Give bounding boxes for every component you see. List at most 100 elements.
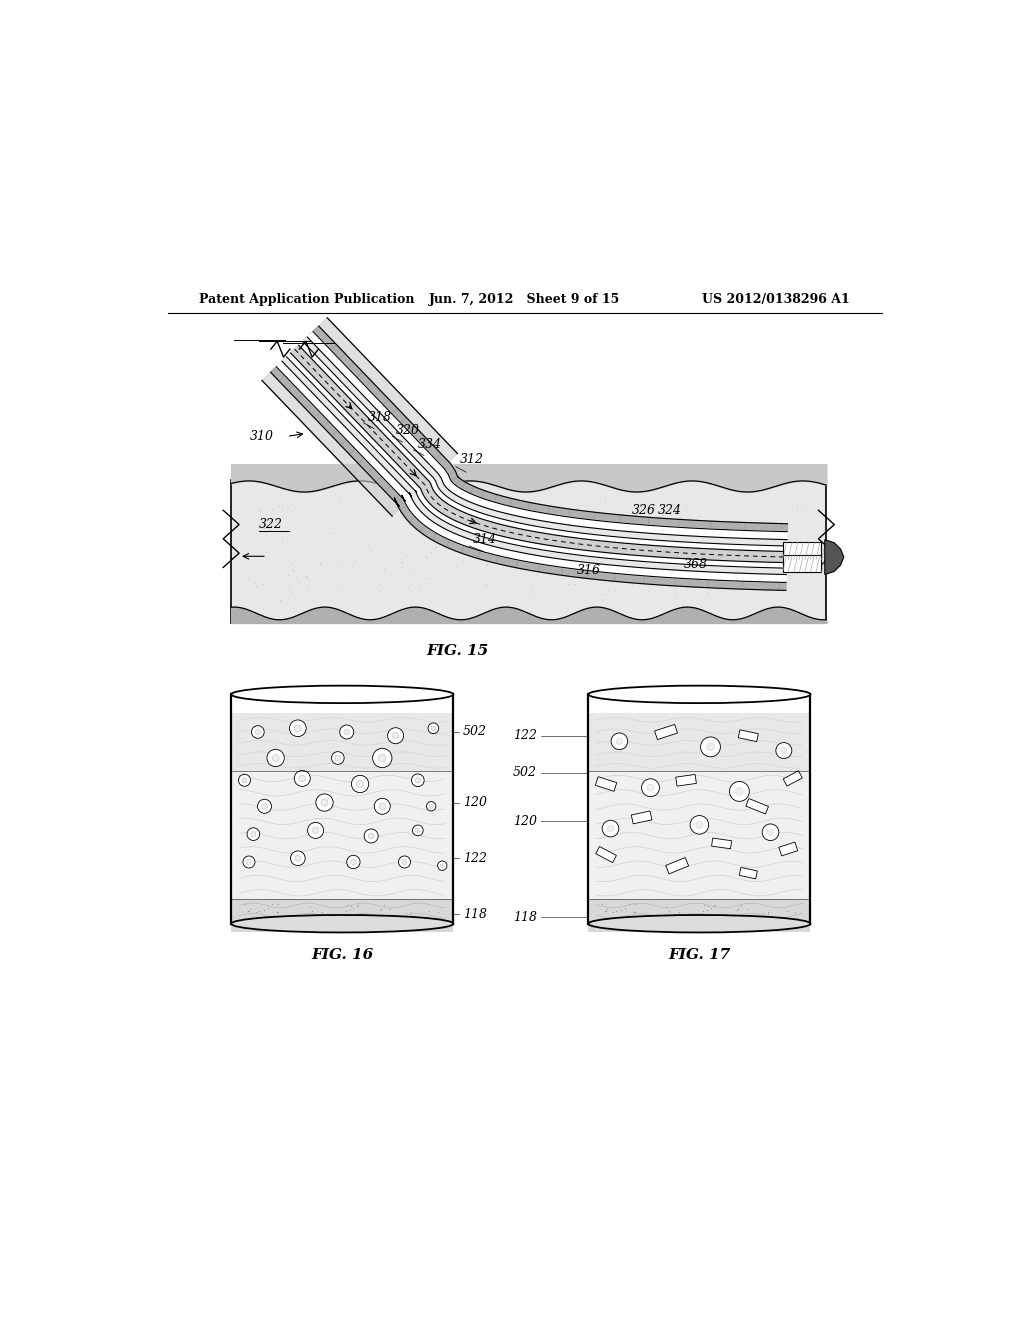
Point — [594, 894, 610, 915]
Point — [497, 539, 513, 560]
Point — [535, 510, 551, 531]
Point — [708, 912, 724, 933]
Point — [631, 581, 647, 602]
Point — [478, 574, 495, 595]
Point — [339, 895, 355, 916]
Point — [692, 527, 709, 548]
Point — [803, 536, 819, 557]
Point — [595, 590, 611, 611]
Point — [298, 566, 314, 587]
Bar — [654, 725, 678, 739]
Point — [264, 549, 281, 570]
Text: 120: 120 — [513, 814, 537, 828]
Point — [621, 894, 637, 915]
Point — [598, 568, 614, 589]
Point — [268, 490, 285, 511]
Point — [330, 490, 346, 511]
Point — [445, 507, 462, 528]
Point — [698, 573, 715, 594]
Point — [517, 544, 534, 565]
Point — [338, 900, 354, 921]
Point — [295, 549, 311, 570]
Point — [332, 909, 348, 931]
Point — [745, 537, 762, 558]
Point — [544, 533, 560, 554]
Point — [699, 495, 716, 516]
Point — [505, 524, 521, 545]
Point — [294, 909, 310, 931]
Point — [312, 566, 329, 587]
Point — [473, 519, 489, 540]
Point — [638, 502, 654, 523]
Point — [354, 503, 371, 524]
Circle shape — [255, 730, 260, 734]
Point — [285, 586, 301, 607]
Point — [381, 899, 397, 920]
Point — [580, 495, 596, 516]
Point — [372, 899, 388, 920]
Bar — [588, 899, 811, 932]
Point — [345, 898, 361, 919]
Point — [271, 572, 288, 593]
Point — [417, 549, 433, 570]
Point — [421, 495, 437, 516]
Circle shape — [700, 737, 721, 756]
Point — [272, 590, 289, 611]
Point — [760, 552, 776, 573]
Point — [291, 572, 307, 593]
Point — [727, 915, 743, 936]
Point — [802, 578, 818, 599]
Point — [788, 562, 805, 583]
Point — [625, 908, 641, 929]
Point — [388, 581, 404, 602]
Point — [628, 902, 644, 923]
Point — [375, 546, 391, 568]
Point — [304, 908, 321, 929]
Circle shape — [247, 859, 251, 865]
Circle shape — [431, 726, 435, 730]
Point — [338, 911, 354, 932]
Polygon shape — [291, 346, 786, 562]
Point — [691, 546, 708, 568]
Bar — [231, 713, 454, 771]
Point — [720, 519, 736, 540]
Point — [428, 917, 444, 939]
Point — [703, 528, 720, 549]
Circle shape — [369, 833, 374, 838]
Point — [393, 557, 410, 578]
Point — [300, 516, 316, 537]
Point — [564, 586, 581, 607]
Point — [596, 558, 612, 579]
Point — [441, 565, 458, 586]
Point — [399, 577, 416, 598]
Circle shape — [707, 743, 715, 751]
Point — [612, 496, 629, 517]
Point — [415, 554, 431, 576]
Point — [664, 492, 680, 513]
Point — [462, 577, 478, 598]
Point — [639, 556, 655, 577]
Point — [257, 515, 273, 536]
Point — [672, 574, 688, 595]
Point — [696, 574, 713, 595]
Point — [242, 899, 258, 920]
Point — [607, 517, 624, 539]
Text: 122: 122 — [463, 851, 486, 865]
Text: FIG. 15: FIG. 15 — [426, 644, 488, 657]
Point — [342, 900, 358, 921]
Point — [693, 569, 710, 590]
Point — [724, 528, 740, 549]
Point — [278, 908, 294, 929]
Point — [570, 544, 587, 565]
Point — [376, 907, 392, 928]
Point — [393, 552, 410, 573]
Point — [621, 564, 637, 585]
Point — [267, 558, 284, 579]
Text: Patent Application Publication: Patent Application Publication — [200, 293, 415, 306]
Point — [238, 539, 254, 560]
Point — [544, 515, 560, 536]
Point — [686, 544, 702, 565]
Point — [423, 541, 439, 562]
Bar — [676, 775, 696, 787]
Circle shape — [402, 859, 407, 865]
